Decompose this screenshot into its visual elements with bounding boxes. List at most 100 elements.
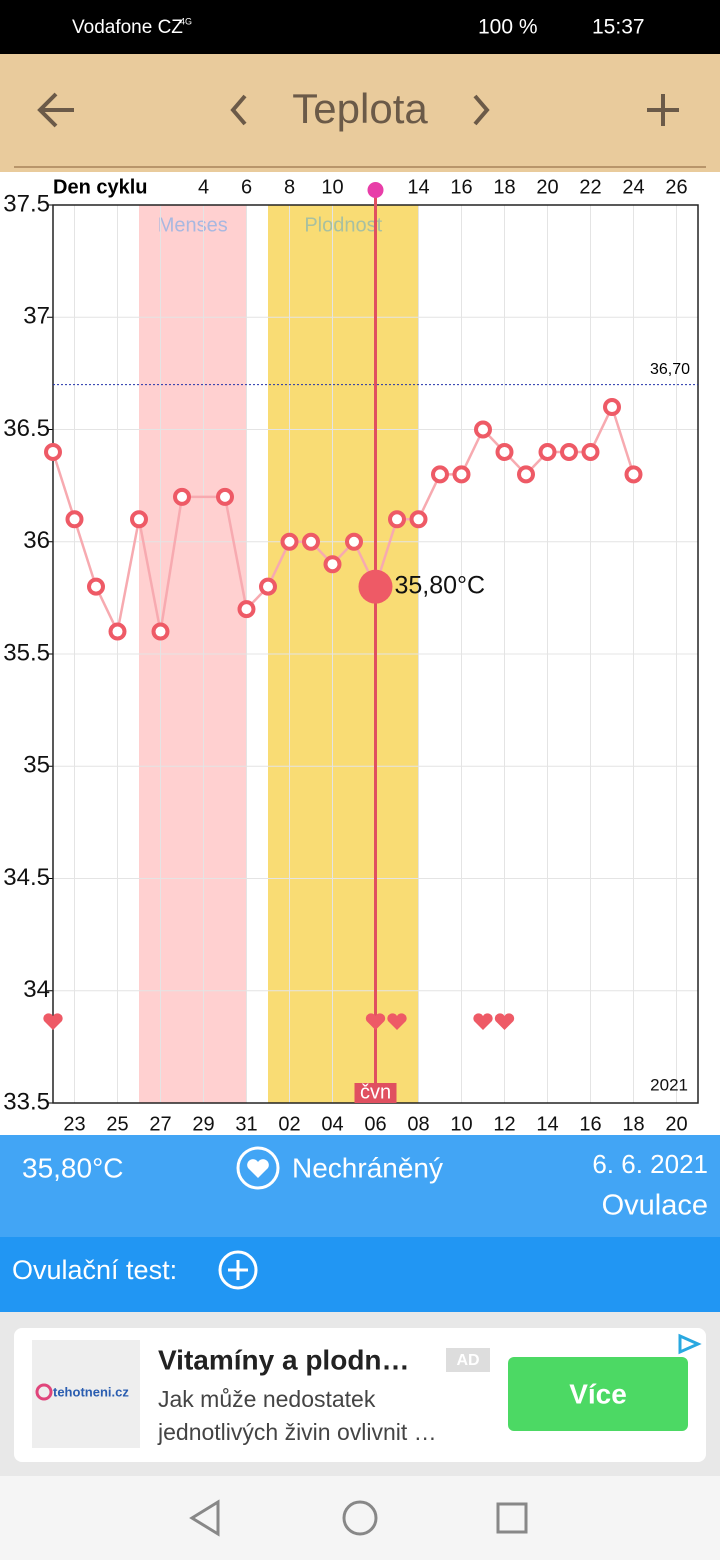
intercourse-heart — [387, 1013, 407, 1030]
phase-band-label: Plodnost — [304, 214, 382, 236]
nav-bar — [0, 1476, 720, 1560]
point — [560, 442, 578, 461]
x-tick-label: 16 — [579, 1113, 601, 1135]
point — [173, 487, 191, 506]
cycle-day-label: 26 — [665, 176, 687, 198]
point — [280, 532, 299, 551]
intercourse-heart — [473, 1013, 493, 1030]
y-tick-label: 34 — [23, 976, 50, 1003]
header-title: Teplota — [292, 85, 428, 132]
temperature-line — [137, 519, 162, 632]
info-date: 6. 6. 2021 — [592, 1149, 708, 1179]
intercourse-heart — [494, 1013, 515, 1030]
ad-button[interactable] — [508, 1357, 688, 1431]
point — [323, 555, 342, 574]
selected-day-top-marker — [367, 182, 384, 198]
info-panel — [0, 1135, 720, 1237]
y-tick-label: 37.5 — [3, 190, 50, 217]
y-tick-label: 35.5 — [3, 639, 50, 666]
back-button[interactable] — [37, 92, 74, 128]
status-bar — [0, 0, 720, 54]
cycle-day-label: 24 — [622, 176, 644, 198]
nav-home[interactable] — [342, 1500, 378, 1536]
point — [65, 510, 84, 529]
cycle-day-label: 8 — [284, 176, 295, 198]
point — [452, 465, 471, 484]
point — [388, 510, 406, 529]
ad-title: Vitamíny a plodn… — [158, 1344, 410, 1375]
y-tick-label: 34.5 — [3, 864, 50, 891]
temperature-line — [223, 496, 248, 610]
point — [130, 510, 148, 529]
point — [345, 532, 363, 551]
ovulation-test-plus — [228, 1260, 248, 1280]
info-phase: Ovulace — [602, 1190, 708, 1222]
point — [151, 622, 170, 641]
point — [216, 487, 234, 506]
phase-band-label: Menses — [158, 214, 228, 236]
ovulation-test-label: Ovulační test: — [12, 1255, 177, 1285]
ad-text-line: jednotlivých živin ovlivnit … — [157, 1419, 437, 1445]
x-tick-label: 23 — [63, 1113, 85, 1135]
add-button[interactable] — [647, 94, 679, 126]
cycle-day-label: 4 — [198, 176, 209, 198]
point — [302, 532, 320, 551]
x-tick-label: 08 — [407, 1113, 429, 1135]
point — [237, 600, 256, 619]
point — [581, 442, 600, 461]
point — [495, 442, 514, 461]
cycle-day-label: 10 — [321, 176, 343, 198]
x-tick-label: 29 — [192, 1113, 214, 1135]
x-tick-label: 18 — [622, 1113, 644, 1135]
nav-recent[interactable] — [496, 1502, 528, 1534]
ovulation-test-bar — [0, 1237, 720, 1312]
info-status: Nechráněný — [292, 1152, 443, 1183]
ovulation-test-add[interactable] — [218, 1250, 258, 1290]
point — [431, 465, 449, 484]
y-tick-label: 35 — [23, 752, 50, 779]
point — [44, 442, 62, 461]
cycle-day-label: 6 — [241, 176, 252, 198]
temperature-line — [159, 496, 184, 632]
point — [87, 577, 105, 596]
protection-icon[interactable] — [236, 1146, 280, 1190]
ad-choices-icon[interactable] — [678, 1333, 702, 1355]
carrier: Vodafone CZ — [72, 17, 183, 38]
x-tick-label: 25 — [106, 1113, 128, 1135]
protection-heart — [247, 1159, 269, 1178]
x-tick-label: 20 — [665, 1113, 687, 1135]
cycle-day-label: 22 — [579, 176, 601, 198]
point — [409, 510, 428, 529]
info-temperature: 35,80°C — [22, 1152, 124, 1183]
y-tick-label: 37 — [23, 303, 50, 330]
selected-point — [358, 569, 393, 604]
prev-button[interactable] — [230, 94, 247, 126]
intercourse-heart — [365, 1013, 386, 1030]
x-tick-label: 04 — [321, 1113, 343, 1135]
temperature-line — [116, 519, 141, 632]
x-tick-label: 06 — [364, 1113, 386, 1135]
time: 15:37 — [592, 16, 645, 39]
next-button[interactable] — [473, 94, 490, 126]
y-tick-label: 36 — [23, 527, 50, 554]
point — [108, 622, 127, 641]
ad-text-line: Jak může nedostatek — [158, 1386, 376, 1412]
x-tick-label: 10 — [450, 1113, 472, 1135]
nav-back[interactable] — [189, 1499, 220, 1537]
point — [517, 465, 535, 484]
cycle-day-label: 20 — [536, 176, 558, 198]
header — [0, 54, 720, 172]
cycle-day-label: 16 — [450, 176, 472, 198]
point — [603, 398, 621, 417]
x-tick-label: 14 — [536, 1113, 558, 1135]
ad-badge-box — [446, 1348, 490, 1372]
intercourse-heart — [43, 1013, 63, 1030]
point — [624, 465, 643, 484]
cycle-day-label: 18 — [493, 176, 515, 198]
month-label: čvn — [360, 1081, 391, 1103]
x-tick-label: 31 — [235, 1113, 257, 1135]
temperature-line — [51, 451, 76, 520]
temperature-line — [610, 406, 635, 475]
